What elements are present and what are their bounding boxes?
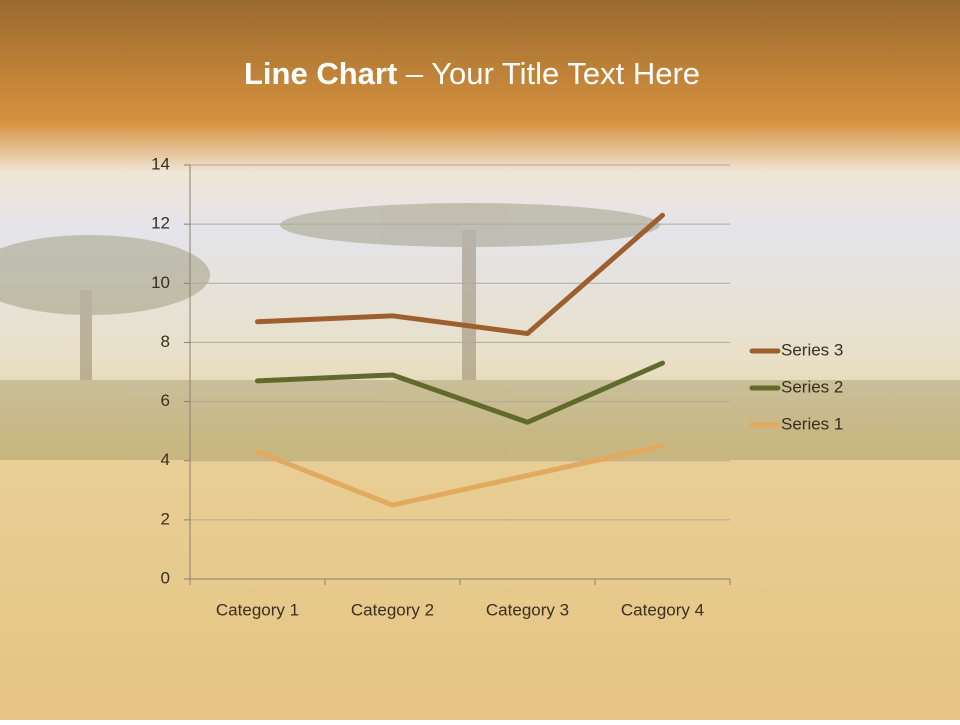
title-rest: – Your Title Text Here [406, 56, 700, 91]
title-bold: Line Chart [244, 56, 397, 91]
y-tick-label: 8 [161, 332, 170, 351]
legend-label: Series 2 [781, 377, 843, 396]
y-tick-label: 6 [161, 391, 170, 410]
savanna-scenery [0, 203, 960, 460]
legend-label: Series 1 [781, 414, 843, 433]
line-series [255, 360, 665, 425]
slide-title: Line Chart – Your Title Text Here [244, 56, 700, 91]
x-tick-label: Category 1 [216, 600, 299, 619]
line-series [255, 212, 665, 337]
legend-label: Series 3 [781, 340, 843, 359]
chart: 0 2 4 6 8 10 12 14 Category 1 Category 2 Category … [151, 154, 843, 619]
y-tick-label: 10 [151, 273, 170, 292]
x-tick-label: Category 3 [486, 600, 569, 619]
y-tick-label: 14 [151, 154, 170, 173]
y-tick-label: 0 [161, 568, 170, 587]
line-series [255, 443, 665, 508]
y-tick-label: 4 [161, 450, 170, 469]
y-tick-label: 12 [151, 214, 170, 233]
x-tick-label: Category 4 [621, 600, 704, 619]
x-tick-label: Category 2 [351, 600, 434, 619]
y-tick-label: 2 [161, 509, 170, 528]
